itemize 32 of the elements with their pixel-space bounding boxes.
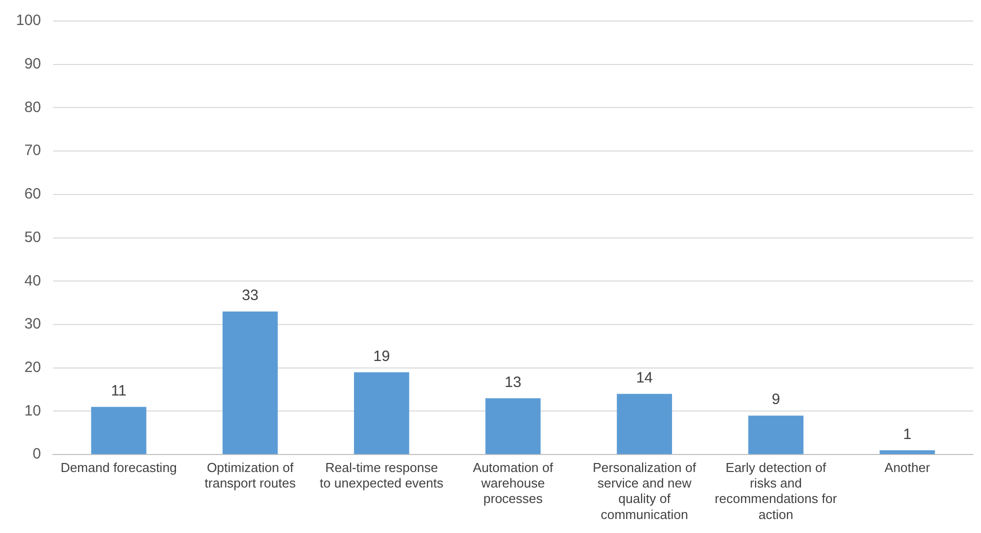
x-tick-label: Demand forecasting <box>60 460 177 475</box>
bar <box>91 406 146 454</box>
data-label: 33 <box>242 287 259 304</box>
bar <box>222 312 278 454</box>
bar <box>616 394 672 454</box>
y-tick-label: 70 <box>24 142 42 160</box>
y-tick-label: 20 <box>24 359 42 376</box>
y-tick-label: 60 <box>24 186 42 203</box>
x-tick-label: Another <box>884 460 931 475</box>
x-tick-label: Automation of warehouse processes <box>472 460 554 506</box>
data-label: 9 <box>772 391 780 408</box>
y-tick-label: 50 <box>24 228 42 246</box>
y-tick-label: 30 <box>24 316 42 333</box>
y-tick-label: 80 <box>24 98 42 116</box>
y-tick-label: 40 <box>24 272 42 290</box>
x-tick-label: Early detection of risks and recommendations for action <box>714 460 838 522</box>
y-tick-label: 0 <box>32 446 42 463</box>
bar <box>354 372 410 454</box>
data-label: 13 <box>504 374 522 391</box>
x-tick-label: Optimization of transport routes <box>204 460 296 491</box>
data-label: 1 <box>903 426 912 443</box>
bar <box>880 450 935 454</box>
y-tick-label: 90 <box>24 56 42 72</box>
data-label: 14 <box>636 370 653 387</box>
y-tick-label: 100 <box>16 12 42 30</box>
data-label: 19 <box>373 348 390 365</box>
x-tick-label: Real-time response to unexpected events <box>320 460 444 491</box>
y-tick-label: 10 <box>24 402 42 420</box>
bar <box>748 416 804 454</box>
data-label: 11 <box>110 382 127 400</box>
bar <box>485 398 541 454</box>
x-tick-label: Personalization of service and new quality of communication <box>592 460 696 522</box>
